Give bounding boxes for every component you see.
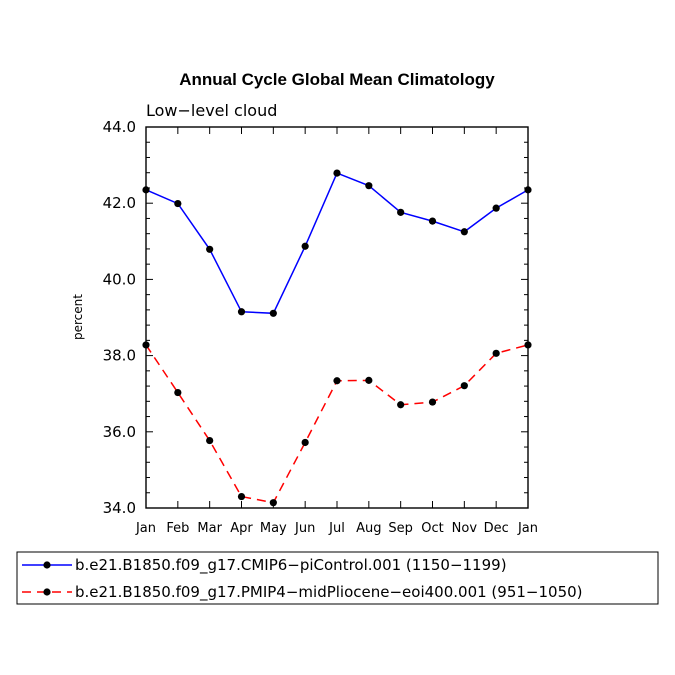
x-tick-label: Jun <box>294 521 315 536</box>
data-point <box>237 492 246 501</box>
y-tick-label: 44.0 <box>103 118 136 136</box>
x-tick-label: Sep <box>388 521 413 536</box>
y-tick-label: 34.0 <box>103 499 136 517</box>
data-point <box>237 308 246 316</box>
y-tick-label: 42.0 <box>103 194 136 212</box>
y-tick-label: 40.0 <box>103 270 136 288</box>
legend: b.e21.B1850.f09_g17.CMIP6−piControl.001 … <box>16 551 659 605</box>
legend-label: b.e21.B1850.f09_g17.PMIP4−midPliocene−eo… <box>75 583 583 602</box>
data-point <box>174 199 182 208</box>
x-tick-label: Apr <box>230 521 253 536</box>
series-2 <box>142 341 532 507</box>
x-tick-label: Jan <box>517 521 538 536</box>
legend-label: b.e21.B1850.f09_g17.CMIP6−piControl.001 … <box>75 556 507 575</box>
x-tick-label: Mar <box>197 521 222 536</box>
data-point <box>301 438 309 447</box>
data-point <box>174 388 182 397</box>
data-point <box>492 349 500 357</box>
y-tick-label: 36.0 <box>103 423 136 441</box>
data-point <box>269 499 277 507</box>
y-tick-label: 38.0 <box>103 347 136 365</box>
legend-marker <box>43 561 51 569</box>
data-point <box>365 376 373 384</box>
data-point <box>492 204 500 212</box>
y-tick-labels: 34.0 36.0 38.0 40.0 42.0 44.0 <box>103 118 136 517</box>
x-tick-label: Feb <box>166 521 189 536</box>
data-point <box>301 242 309 250</box>
data-point <box>428 398 437 406</box>
data-point <box>397 401 405 409</box>
series-group <box>142 169 532 507</box>
data-point <box>206 245 214 253</box>
plot-frame <box>145 126 529 509</box>
data-point <box>206 436 214 445</box>
x-tick-label: May <box>260 521 287 536</box>
data-point <box>365 182 373 190</box>
x-tick-label: Jan <box>135 521 156 536</box>
x-tick-label: Dec <box>484 521 509 536</box>
axis-ticks <box>145 126 529 509</box>
chart-subtitle: Low−level cloud <box>146 101 277 120</box>
y-axis-label: percent <box>71 294 85 340</box>
series-line <box>145 172 529 315</box>
data-point <box>460 228 468 236</box>
data-point <box>269 309 277 317</box>
data-point <box>397 208 405 216</box>
x-tick-label: Jul <box>328 521 345 536</box>
x-tick-labels: Jan Feb Mar Apr May Jun Jul Aug Sep Oct Nov Dec Jan <box>135 521 538 536</box>
x-tick-label: Aug <box>356 521 381 536</box>
legend-marker <box>43 588 51 596</box>
series-line <box>145 344 529 504</box>
data-point <box>460 382 468 390</box>
data-point <box>333 169 341 177</box>
x-tick-label: Oct <box>421 521 443 536</box>
chart-title: Annual Cycle Global Mean Climatology <box>179 70 495 89</box>
x-tick-label: Nov <box>452 521 478 536</box>
data-point <box>428 217 437 225</box>
data-point <box>333 377 341 385</box>
series-1 <box>142 169 532 317</box>
legend-box <box>16 551 659 605</box>
